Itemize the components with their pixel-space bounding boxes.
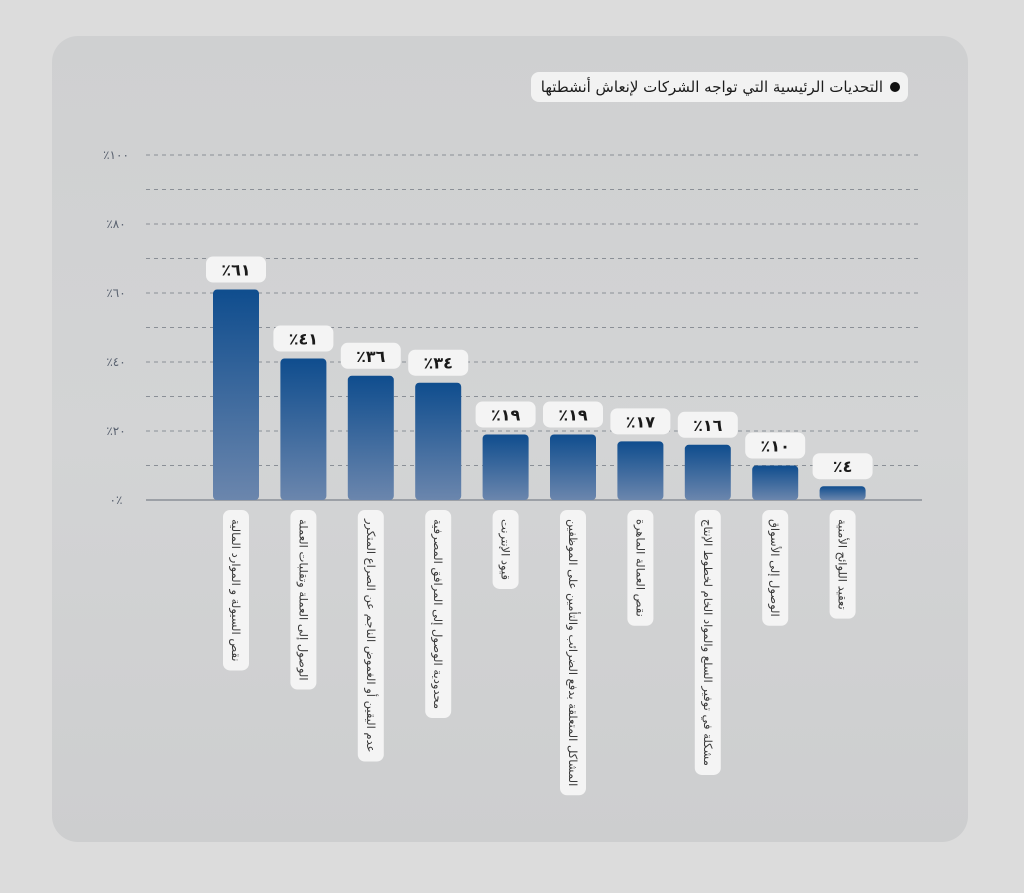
y-tick-label: ٪٢٠ — [106, 424, 125, 438]
category-label-background — [762, 510, 789, 626]
category-label: تعقيد اللوائح الأمنية — [835, 519, 850, 610]
value-label: ٪١٦ — [693, 416, 723, 435]
bar — [752, 465, 799, 500]
bar — [347, 375, 394, 500]
chart-title-text: التحديات الرئيسية التي تواجه الشركات لإن… — [540, 78, 883, 96]
category-label-background — [223, 510, 249, 671]
category-label-background — [694, 510, 721, 775]
category-label: محدودية الوصول إلى المرافق المصرفية — [430, 519, 445, 709]
chart-title: التحديات الرئيسية التي تواجه الشركات لإن… — [530, 72, 908, 102]
category-label-background — [627, 510, 654, 626]
value-label: ٪٤ — [833, 457, 853, 476]
value-label: ٪٣٦ — [356, 347, 386, 366]
value-label: ٪١٩ — [558, 405, 588, 424]
bar — [617, 441, 664, 500]
value-label: ٪٣٤ — [424, 354, 453, 373]
bar — [280, 358, 327, 500]
y-tick-label: ٪٤٠ — [106, 355, 125, 369]
category-label: المشاكل المتعلقة بدفع الضرائب والتأمين ع… — [565, 519, 581, 786]
value-label: ٪١٧ — [626, 412, 656, 431]
value-label-background — [475, 401, 536, 428]
value-label: ٪١٠ — [761, 437, 790, 456]
category-label: مشكلة في توفير السلع والمواد الخام لخطوط… — [700, 519, 715, 766]
category-label-background — [560, 510, 586, 796]
value-label-background — [273, 325, 334, 352]
y-tick-label: ٪٨٠ — [106, 217, 125, 231]
value-label-background — [610, 408, 671, 435]
category-label-background — [829, 510, 856, 619]
value-label-background — [340, 342, 401, 369]
y-tick-label: ٪١٠٠ — [103, 148, 129, 162]
value-label-background — [745, 432, 806, 459]
value-label: ٪٦١ — [221, 261, 250, 280]
category-label-background — [290, 510, 317, 690]
category-label: عدم اليقين أو الغموض الناجم عن الصراع ال… — [363, 518, 379, 753]
y-tick-label: ٪٦٠ — [106, 286, 125, 300]
value-label-background — [408, 349, 469, 376]
value-label-background — [812, 453, 873, 480]
category-label: نقص السيولة و الموارد المالية — [228, 519, 243, 661]
value-label-background — [543, 401, 603, 428]
bar — [482, 434, 529, 500]
category-label: الوصول إلى العملة وتقلبات العملة — [295, 519, 310, 681]
category-label-background — [357, 510, 384, 762]
value-label-background — [677, 411, 738, 438]
bar — [819, 486, 866, 500]
category-label: الوصول إلى الأسواق — [767, 519, 782, 617]
bar — [684, 444, 731, 500]
bar — [213, 289, 259, 500]
bar — [550, 434, 596, 500]
value-label-background — [206, 256, 266, 283]
y-tick-label: ٠٪ — [110, 493, 123, 507]
value-label: ٪١٩ — [491, 405, 521, 424]
category-label-background — [492, 510, 519, 589]
category-label: قيود الإنترنت — [498, 519, 513, 580]
category-label-background — [425, 510, 452, 719]
bullet-icon — [890, 82, 900, 92]
value-label: ٪٤١ — [289, 330, 318, 349]
category-label: نقص العمالة الماهرة — [632, 519, 647, 617]
bar — [415, 382, 462, 500]
